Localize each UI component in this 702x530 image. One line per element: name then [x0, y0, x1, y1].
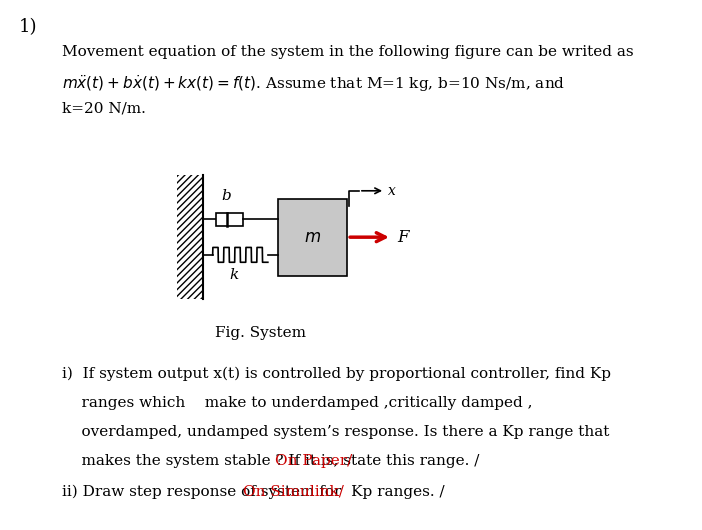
Bar — [278, 199, 347, 276]
Text: On Paper/: On Paper/ — [274, 454, 352, 468]
Bar — [216, 213, 243, 226]
Text: k: k — [230, 268, 239, 281]
Text: Movement equation of the system in the following figure can be writed as: Movement equation of the system in the f… — [62, 45, 634, 59]
Text: ranges which    make to underdamped ,critically damped ,: ranges which make to underdamped ,critic… — [62, 396, 533, 410]
Text: b: b — [221, 189, 231, 202]
Text: 1): 1) — [18, 19, 37, 37]
Text: Fig. System: Fig. System — [215, 326, 306, 340]
Text: i)  If system output x(t) is controlled by proportional controller, find Kp: i) If system output x(t) is controlled b… — [62, 367, 611, 381]
Text: F: F — [397, 228, 409, 246]
Text: ii) Draw step response of system for  Kp ranges. /: ii) Draw step response of system for Kp … — [62, 484, 449, 499]
Text: overdamped, undamped system’s response. Is there a Kp range that: overdamped, undamped system’s response. … — [62, 425, 609, 439]
Bar — [177, 175, 203, 299]
Text: $m\ddot{x}(t) + b\dot{x}(t) + kx(t) = f(t)$. Assume that M=1 kg, b=10 Ns/m, and: $m\ddot{x}(t) + b\dot{x}(t) + kx(t) = f(… — [62, 73, 565, 94]
Text: $m$: $m$ — [304, 228, 321, 246]
Text: On Simulink/: On Simulink/ — [243, 484, 344, 498]
Text: makes the system stable ? If it is, state this range. /: makes the system stable ? If it is, stat… — [62, 454, 484, 468]
Text: x: x — [388, 184, 395, 198]
Text: k=20 N/m.: k=20 N/m. — [62, 102, 146, 116]
